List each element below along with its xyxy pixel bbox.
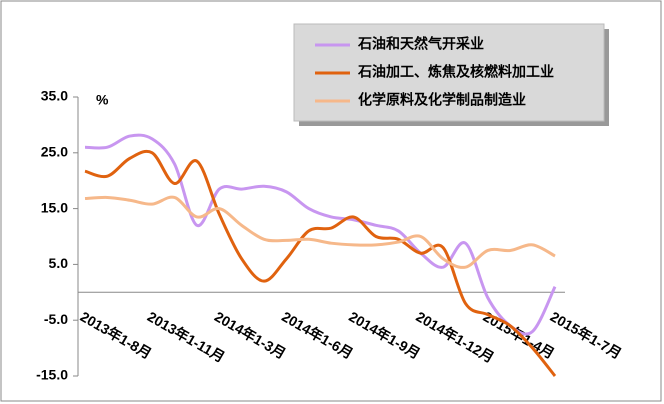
series-line	[84, 133, 557, 336]
legend-label: 石油加工、炼焦及核燃料加工业	[357, 64, 554, 80]
legend-label: 化学原料及化学制品制造业	[358, 92, 526, 108]
y-tick-label: -15.0	[36, 367, 68, 383]
y-tick-label: 5.0	[49, 255, 69, 271]
y-tick-label: -5.0	[44, 311, 68, 327]
series-line	[84, 149, 557, 377]
y-tick-label: 15.0	[41, 199, 68, 215]
series-line	[84, 195, 556, 269]
legend-label: 石油和天然气开采业	[357, 36, 484, 52]
y-unit-label: %	[96, 92, 109, 108]
y-tick-label: 35.0	[41, 88, 68, 104]
y-tick-label: 25.0	[41, 144, 68, 160]
